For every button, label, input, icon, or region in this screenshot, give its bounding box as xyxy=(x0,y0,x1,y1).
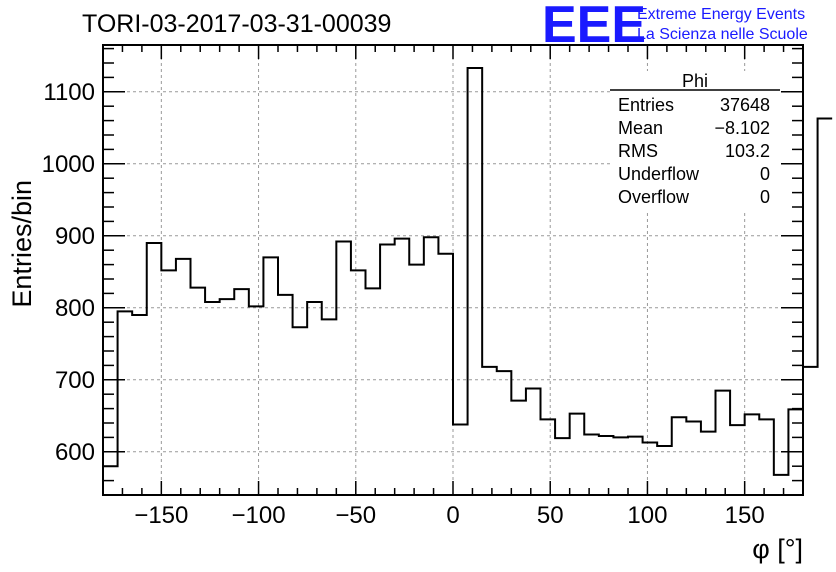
logo-line1: Extreme Energy Events xyxy=(637,6,805,23)
stats-box: Phi Entries 37648 Mean −8.102 RMS 103.2 … xyxy=(610,71,780,211)
y-axis-label: Entries/bin xyxy=(7,180,37,308)
histogram-outline xyxy=(103,67,833,476)
x-axis-label: φ [°] xyxy=(752,534,803,564)
stats-rms-label: RMS xyxy=(618,141,658,161)
stats-entries-label: Entries xyxy=(618,95,674,115)
y-tick-label: 700 xyxy=(55,367,95,394)
x-tick-label: −100 xyxy=(232,502,286,529)
axis-ticks xyxy=(102,45,804,495)
x-tick-label: 0 xyxy=(446,502,459,529)
stats-header: Phi xyxy=(682,71,708,91)
x-tick-label: −150 xyxy=(134,502,188,529)
logo-line2: La Scienza nelle Scuole xyxy=(637,26,808,43)
y-tick-label: 1000 xyxy=(42,151,95,178)
stats-underflow-label: Underflow xyxy=(618,164,700,184)
stats-rms-value: 103.2 xyxy=(725,141,770,161)
x-tick-label: 100 xyxy=(627,502,667,529)
x-tick-label: 50 xyxy=(537,502,564,529)
x-tick-label: −50 xyxy=(335,502,376,529)
x-tick-label: 150 xyxy=(725,502,765,529)
eee-logo: EEE Extreme Energy Events La Scienza nel… xyxy=(542,0,808,54)
y-tick-label: 800 xyxy=(55,295,95,322)
y-tick-label: 900 xyxy=(55,223,95,250)
stats-entries-value: 37648 xyxy=(720,95,770,115)
y-tick-label: 600 xyxy=(55,439,95,466)
stats-underflow-value: 0 xyxy=(760,164,770,184)
chart-title: TORI-03-2017-03-31-00039 xyxy=(82,10,391,38)
y-tick-label: 1100 xyxy=(43,79,95,106)
stats-box-background xyxy=(610,71,780,211)
stats-mean-label: Mean xyxy=(618,118,663,138)
stats-mean-value: −8.102 xyxy=(714,118,770,138)
stats-overflow-value: 0 xyxy=(760,187,770,207)
axis-tick-labels: −150 −100 −50 0 50 100 150 600 700 800 900 1000 1100 xyxy=(42,79,765,529)
stats-overflow-label: Overflow xyxy=(618,187,690,207)
